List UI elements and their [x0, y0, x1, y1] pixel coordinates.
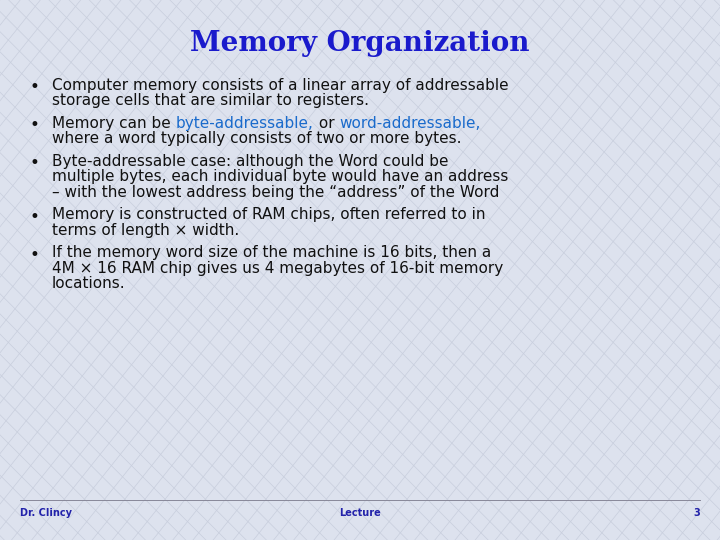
Text: If the memory word size of the machine is 16 bits, then a: If the memory word size of the machine i…: [52, 246, 491, 260]
Text: Dr. Clincy: Dr. Clincy: [20, 508, 72, 518]
Text: •: •: [30, 246, 40, 264]
Text: Computer memory consists of a linear array of addressable: Computer memory consists of a linear arr…: [52, 78, 508, 93]
Text: Memory Organization: Memory Organization: [190, 30, 530, 57]
Text: terms of length × width.: terms of length × width.: [52, 223, 239, 238]
Text: storage cells that are similar to registers.: storage cells that are similar to regist…: [52, 93, 369, 109]
Text: •: •: [30, 116, 40, 134]
Text: – with the lowest address being the “address” of the Word: – with the lowest address being the “add…: [52, 185, 500, 200]
Text: where a word typically consists of two or more bytes.: where a word typically consists of two o…: [52, 132, 462, 146]
Text: Memory is constructed of RAM chips, often referred to in: Memory is constructed of RAM chips, ofte…: [52, 207, 485, 222]
Text: Memory can be: Memory can be: [52, 116, 176, 131]
Text: Lecture: Lecture: [339, 508, 381, 518]
Text: locations.: locations.: [52, 276, 125, 292]
Text: byte-addressable,: byte-addressable,: [176, 116, 313, 131]
Text: •: •: [30, 78, 40, 96]
Text: or: or: [313, 116, 339, 131]
Text: 4M × 16 RAM chip gives us 4 megabytes of 16-bit memory: 4M × 16 RAM chip gives us 4 megabytes of…: [52, 261, 503, 276]
Text: multiple bytes, each individual byte would have an address: multiple bytes, each individual byte wou…: [52, 170, 508, 185]
Text: word-addressable,: word-addressable,: [339, 116, 480, 131]
Text: Byte-addressable case: although the Word could be: Byte-addressable case: although the Word…: [52, 154, 449, 169]
Text: 3: 3: [693, 508, 700, 518]
Text: •: •: [30, 154, 40, 172]
Text: •: •: [30, 207, 40, 226]
